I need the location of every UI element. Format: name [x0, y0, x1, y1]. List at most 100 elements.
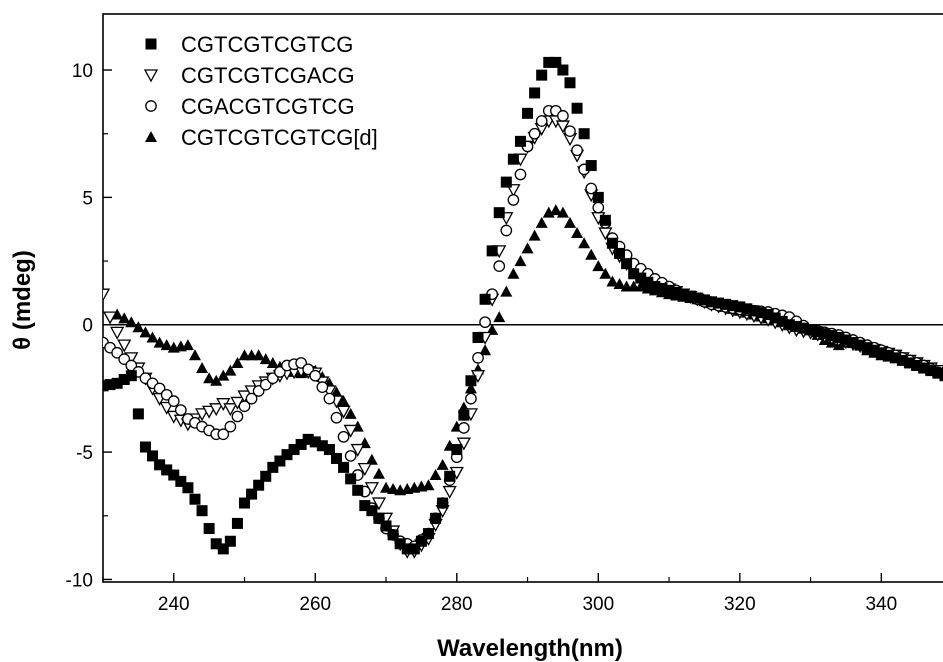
- data-point: [224, 535, 236, 547]
- data-point: [507, 194, 520, 206]
- data-point: [805, 324, 817, 336]
- legend: CGTCGTCGTCG CGTCGTCGACG CGACGTCGTCG CGTCGTC…: [143, 32, 378, 150]
- data-point: [182, 482, 194, 494]
- data-point: [231, 356, 244, 368]
- data-point: [415, 535, 427, 547]
- data-point: [224, 364, 237, 376]
- data-point: [797, 322, 809, 334]
- data-point: [373, 512, 385, 524]
- series-1: [103, 56, 943, 555]
- data-point: [585, 248, 598, 260]
- data-point: [854, 339, 866, 351]
- data-point: [557, 64, 569, 76]
- legend-label: CGTCGTCGTCG[d]: [181, 125, 378, 150]
- data-point: [181, 339, 194, 351]
- data-point: [154, 459, 166, 471]
- data-point: [748, 305, 760, 317]
- data-point: [444, 470, 456, 482]
- data-point: [706, 296, 718, 308]
- data-point: [585, 182, 598, 195]
- data-point: [337, 395, 350, 407]
- data-point: [281, 449, 293, 461]
- data-point: [203, 523, 215, 535]
- data-point: [861, 342, 873, 354]
- data-point: [507, 153, 519, 165]
- data-point: [422, 479, 435, 491]
- legend-marker: [143, 69, 159, 83]
- data-point: [132, 321, 145, 333]
- data-point: [252, 349, 265, 361]
- y-tick-label: 10: [72, 61, 93, 82]
- x-tick-label: 260: [299, 594, 331, 615]
- data-point: [528, 229, 541, 241]
- data-point: [104, 379, 116, 391]
- data-point: [875, 347, 887, 359]
- data-point: [387, 483, 400, 495]
- data-point: [456, 437, 471, 451]
- data-point: [224, 420, 237, 433]
- data-point: [231, 517, 243, 529]
- data-point: [932, 367, 943, 379]
- data-point: [727, 300, 739, 312]
- data-point: [266, 372, 279, 385]
- legend-marker: [145, 100, 157, 112]
- data-point: [430, 512, 442, 524]
- data-point: [670, 286, 682, 298]
- data-point: [117, 339, 132, 353]
- x-tick-label: 240: [158, 594, 190, 615]
- data-point: [422, 528, 434, 540]
- data-point: [458, 409, 470, 421]
- data-point: [252, 385, 265, 397]
- data-point: [599, 214, 611, 226]
- data-point: [479, 316, 491, 329]
- data-point: [472, 331, 484, 343]
- data-point: [911, 359, 923, 371]
- x-axis-ticks: 240 260 280 300 320 340: [102, 573, 897, 615]
- data-point: [118, 312, 131, 324]
- data-point: [563, 216, 576, 228]
- data-point: [302, 363, 315, 376]
- data-point: [613, 277, 626, 289]
- data-point: [366, 505, 378, 517]
- data-point: [231, 410, 244, 423]
- data-point: [847, 337, 859, 349]
- y-tick-label: -10: [66, 570, 93, 591]
- x-tick-label: 280: [441, 594, 473, 615]
- data-point: [663, 284, 675, 296]
- data-point: [642, 276, 654, 288]
- data-point: [536, 69, 548, 81]
- data-point: [649, 281, 661, 293]
- data-point: [585, 160, 597, 172]
- data-point: [493, 207, 505, 219]
- data-point: [246, 488, 258, 500]
- data-point: [323, 444, 335, 456]
- data-point: [394, 538, 406, 550]
- data-point: [210, 374, 223, 386]
- data-point: [437, 497, 449, 509]
- legend-marker: [145, 131, 157, 142]
- data-point: [337, 430, 350, 443]
- data-point: [365, 453, 378, 465]
- data-point: [189, 493, 201, 505]
- data-point: [500, 176, 512, 188]
- data-point: [125, 370, 137, 382]
- data-point: [253, 479, 265, 491]
- data-point: [110, 326, 125, 340]
- data-point: [812, 326, 824, 338]
- data-point: [543, 56, 555, 68]
- data-point: [330, 452, 342, 464]
- data-point: [592, 201, 605, 214]
- data-point: [734, 301, 746, 313]
- data-point: [118, 374, 130, 386]
- data-point: [210, 538, 222, 550]
- data-point: [345, 473, 357, 485]
- data-point: [656, 282, 668, 294]
- data-point: [634, 280, 647, 292]
- data-point: [571, 144, 583, 157]
- data-point: [196, 505, 208, 517]
- data-point: [564, 77, 576, 89]
- data-point: [479, 344, 492, 356]
- data-point: [139, 326, 152, 338]
- data-point: [571, 102, 583, 114]
